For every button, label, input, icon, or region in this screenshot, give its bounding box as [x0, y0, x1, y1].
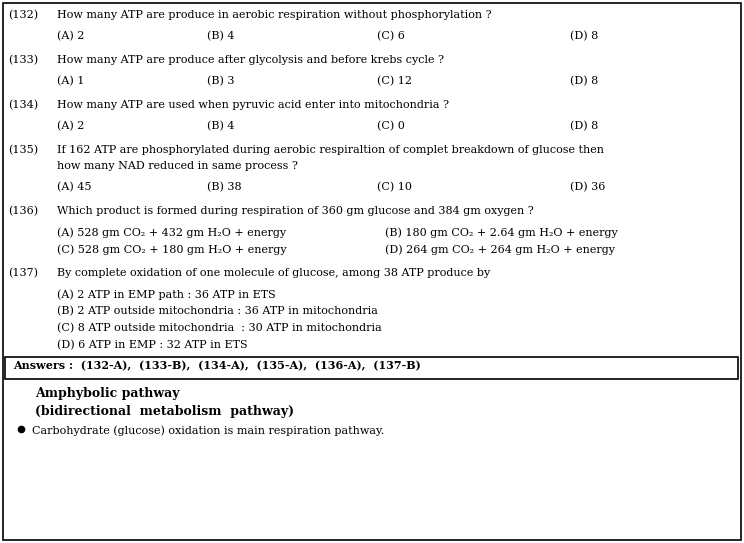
Text: (D) 6 ATP in EMP : 32 ATP in ETS: (D) 6 ATP in EMP : 32 ATP in ETS: [57, 340, 248, 350]
Text: (C) 6: (C) 6: [377, 31, 405, 41]
Text: By complete oxidation of one molecule of glucose, among 38 ATP produce by: By complete oxidation of one molecule of…: [57, 268, 490, 278]
Text: (132): (132): [8, 10, 38, 20]
Text: (C) 10: (C) 10: [377, 182, 412, 192]
Text: (C) 0: (C) 0: [377, 121, 405, 131]
Text: (B) 2 ATP outside mitochondria : 36 ATP in mitochondria: (B) 2 ATP outside mitochondria : 36 ATP …: [57, 306, 378, 317]
Text: (134): (134): [8, 100, 38, 110]
Text: How many ATP are produce after glycolysis and before krebs cycle ?: How many ATP are produce after glycolysi…: [57, 55, 444, 65]
Text: How many ATP are produce in aerobic respiration without phosphorylation ?: How many ATP are produce in aerobic resp…: [57, 10, 492, 20]
Text: Carbohydrate (glucose) oxidation is main respiration pathway.: Carbohydrate (glucose) oxidation is main…: [32, 425, 384, 435]
Text: Answers :  (132-A),  (133-B),  (134-A),  (135-A),  (136-A),  (137-B): Answers : (132-A), (133-B), (134-A), (13…: [13, 360, 421, 371]
Text: (C) 12: (C) 12: [377, 76, 412, 86]
Text: Which product is formed during respiration of 360 gm glucose and 384 gm oxygen ?: Which product is formed during respirati…: [57, 206, 533, 216]
Text: (B) 38: (B) 38: [207, 182, 242, 192]
Text: (C) 8 ATP outside mitochondria  : 30 ATP in mitochondria: (C) 8 ATP outside mitochondria : 30 ATP …: [57, 323, 382, 333]
Text: How many ATP are used when pyruvic acid enter into mitochondria ?: How many ATP are used when pyruvic acid …: [57, 100, 449, 110]
Text: (137): (137): [8, 268, 38, 279]
Text: Amphybolic pathway: Amphybolic pathway: [35, 387, 179, 400]
Text: (A) 45: (A) 45: [57, 182, 92, 192]
Text: (B) 4: (B) 4: [207, 31, 234, 41]
Text: (B) 3: (B) 3: [207, 76, 234, 86]
Text: (B) 180 gm CO₂ + 2.64 gm H₂O + energy: (B) 180 gm CO₂ + 2.64 gm H₂O + energy: [385, 227, 618, 238]
Text: (136): (136): [8, 206, 38, 216]
Text: (133): (133): [8, 55, 38, 65]
Text: (D) 8: (D) 8: [570, 31, 598, 41]
Text: (C) 528 gm CO₂ + 180 gm H₂O + energy: (C) 528 gm CO₂ + 180 gm H₂O + energy: [57, 244, 286, 255]
Text: (A) 2 ATP in EMP path : 36 ATP in ETS: (A) 2 ATP in EMP path : 36 ATP in ETS: [57, 289, 276, 300]
Text: (A) 528 gm CO₂ + 432 gm H₂O + energy: (A) 528 gm CO₂ + 432 gm H₂O + energy: [57, 227, 286, 238]
Text: (D) 36: (D) 36: [570, 182, 606, 192]
Text: (135): (135): [8, 145, 38, 155]
Text: (D) 8: (D) 8: [570, 76, 598, 86]
Text: If 162 ATP are phosphorylated during aerobic respiraltion of complet breakdown o: If 162 ATP are phosphorylated during aer…: [57, 145, 604, 155]
Text: (D) 8: (D) 8: [570, 121, 598, 131]
Text: how many NAD reduced in same process ?: how many NAD reduced in same process ?: [57, 161, 298, 171]
Bar: [5, 357, 738, 379]
Text: (D) 264 gm CO₂ + 264 gm H₂O + energy: (D) 264 gm CO₂ + 264 gm H₂O + energy: [385, 244, 615, 255]
Text: (A) 2: (A) 2: [57, 31, 84, 41]
Text: (A) 2: (A) 2: [57, 121, 84, 131]
Text: (bidirectional  metabolism  pathway): (bidirectional metabolism pathway): [35, 405, 294, 418]
Text: (A) 1: (A) 1: [57, 76, 84, 86]
Text: (B) 4: (B) 4: [207, 121, 234, 131]
